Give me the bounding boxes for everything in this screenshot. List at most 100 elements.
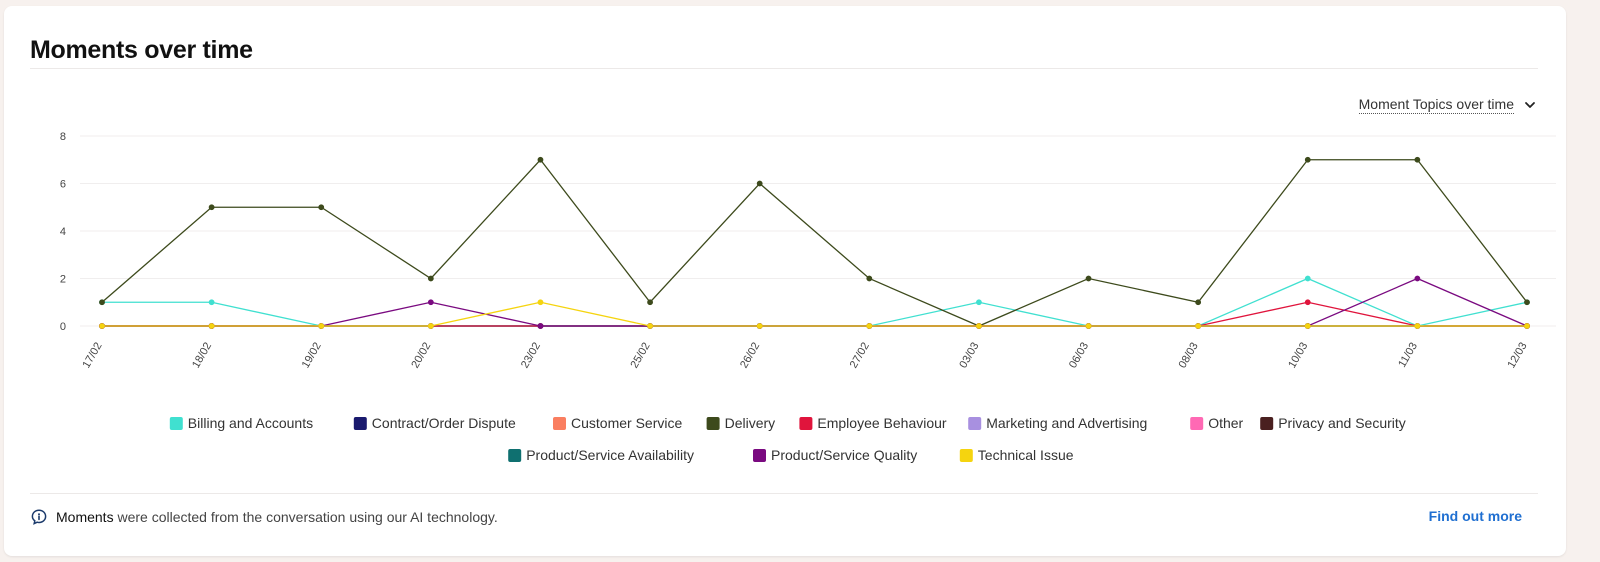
series-billing-and-accounts (99, 275, 1530, 329)
find-out-more-link[interactable]: Find out more (1428, 508, 1522, 524)
data-point (1304, 275, 1311, 282)
legend-item: Product/Service Quality (753, 447, 917, 463)
series-product-service-quality (99, 275, 1530, 329)
legend-swatch (508, 449, 522, 462)
chevron-down-icon (1525, 102, 1535, 108)
x-tick-label: 18/02 (190, 341, 214, 371)
legend-swatch (1260, 417, 1274, 430)
x-tick-label: 10/03 (1286, 341, 1310, 371)
data-point (1524, 299, 1530, 306)
data-point (976, 299, 982, 306)
legend-swatch (799, 417, 813, 430)
data-point (1195, 299, 1202, 306)
chart-type-dropdown[interactable]: Moment Topics over time (1358, 96, 1536, 114)
x-tick-label: 08/03 (1177, 341, 1201, 371)
page-title: Moments over time (30, 36, 253, 64)
data-point (1524, 323, 1530, 329)
x-tick-label: 12/03 (1505, 341, 1529, 371)
x-tick-label: 25/02 (629, 341, 653, 371)
legend-swatch (753, 449, 766, 462)
data-point (1414, 323, 1421, 329)
data-point (427, 323, 434, 329)
legend-item: Billing and Accounts (169, 415, 313, 431)
data-point (647, 323, 653, 329)
data-point (866, 323, 873, 329)
x-tick-label: 26/02 (738, 341, 762, 371)
moments-card: Moments over time Moment Topics over tim… (4, 6, 1566, 556)
data-point (1195, 323, 1202, 329)
y-tick-label: 8 (60, 131, 66, 143)
legend-item: Customer Service (553, 415, 682, 431)
legend-swatch (553, 417, 566, 430)
series-line (102, 277, 1528, 327)
data-point (647, 299, 653, 306)
x-tick-label: 20/02 (409, 341, 433, 371)
legend-label: Privacy and Security (1278, 415, 1406, 431)
data-point (1085, 275, 1092, 282)
data-point (99, 323, 105, 329)
legend-label: Billing and Accounts (188, 415, 313, 431)
data-point (537, 299, 544, 306)
legend-swatch (959, 449, 973, 462)
title-divider (30, 68, 1538, 69)
legend-swatch (353, 417, 367, 430)
y-tick-label: 6 (60, 179, 66, 191)
series-line (102, 301, 1527, 327)
data-point (537, 156, 544, 163)
data-point (1414, 275, 1421, 282)
legend-item: Delivery (706, 415, 776, 431)
series-line (102, 277, 1528, 327)
series-delivery (99, 156, 1530, 329)
legend-label: Customer Service (571, 415, 682, 431)
y-tick-label: 4 (60, 226, 66, 238)
legend-label: Marketing and Advertising (986, 415, 1147, 431)
data-point (1304, 299, 1311, 306)
data-point (208, 204, 215, 211)
y-tick-label: 0 (60, 321, 66, 333)
x-tick-label: 19/02 (300, 341, 324, 371)
x-tick-label: 23/02 (519, 341, 543, 371)
legend-label: Other (1208, 415, 1243, 431)
legend-item: Contract/Order Dispute (353, 415, 516, 431)
series-line (101, 158, 1528, 327)
data-point (427, 299, 434, 306)
data-point (1085, 323, 1092, 329)
legend-label: Product/Service Quality (771, 447, 917, 463)
footer-note: Moments were collected from the conversa… (30, 508, 498, 526)
legend-item: Other (1190, 415, 1244, 431)
y-tick-label: 2 (60, 274, 66, 286)
data-point (1304, 156, 1311, 163)
legend-swatch (706, 417, 720, 430)
series-line (102, 301, 1527, 327)
legend-label: Technical Issue (978, 447, 1074, 463)
x-tick-label: 17/02 (80, 341, 104, 371)
footer-text: were collected from the conversation usi… (113, 509, 498, 525)
legend-swatch (1190, 417, 1204, 430)
legend-item: Privacy and Security (1260, 415, 1406, 431)
data-point (318, 204, 325, 211)
data-point (1414, 156, 1421, 163)
dropdown-label: Moment Topics over time (1358, 96, 1514, 114)
data-point (318, 323, 325, 329)
x-tick-label: 27/02 (848, 341, 872, 371)
data-point (756, 323, 763, 329)
legend-label: Delivery (725, 415, 776, 431)
legend-label: Product/Service Availability (526, 447, 694, 463)
x-tick-label: 11/03 (1396, 341, 1420, 370)
data-point (208, 299, 215, 306)
moments-info-icon (31, 509, 47, 525)
data-point (99, 299, 105, 306)
legend-item: Employee Behaviour (799, 415, 947, 431)
legend-item: Marketing and Advertising (968, 415, 1147, 431)
data-point (537, 323, 544, 329)
legend-item: Technical Issue (959, 447, 1074, 463)
legend-swatch (169, 417, 183, 430)
legend-swatch (968, 417, 982, 430)
legend-label: Employee Behaviour (817, 415, 947, 431)
data-point (756, 180, 763, 187)
x-tick-label: 03/03 (957, 341, 981, 371)
moments-label: Moments (56, 509, 114, 525)
footer-divider (30, 493, 1538, 494)
legend-label: Contract/Order Dispute (372, 415, 516, 431)
